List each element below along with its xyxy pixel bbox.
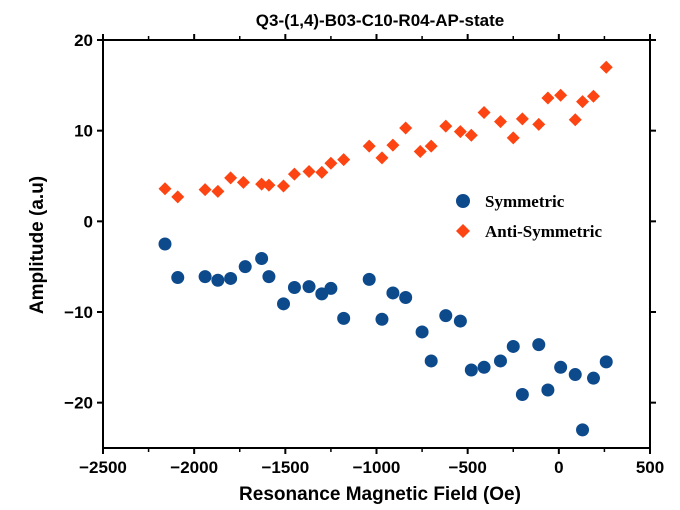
symmetric-point bbox=[541, 383, 555, 397]
anti-symmetric-point bbox=[158, 182, 172, 196]
y-axis-label: Amplitude (a.u) bbox=[27, 176, 48, 314]
anti-symmetric-point bbox=[302, 164, 316, 178]
anti-symmetric-point bbox=[413, 145, 427, 159]
anti-symmetric-point bbox=[324, 156, 338, 170]
chart-title: Q3-(1,4)-B03-C10-R04-AP-state bbox=[256, 11, 504, 30]
symmetric-point bbox=[424, 354, 438, 368]
symmetric-point bbox=[198, 270, 212, 284]
axis-ticks: −2500 −2000 −1500 −1000 −500 0 500 −20 −10 0 10 20 bbox=[64, 31, 664, 477]
anti-symmetric-point bbox=[506, 131, 520, 145]
anti-symmetric-point bbox=[277, 179, 291, 193]
anti-symmetric-point bbox=[224, 171, 238, 185]
legend: Symmetric Anti-Symmetric bbox=[456, 192, 603, 241]
symmetric-point bbox=[386, 286, 400, 300]
anti-symmetric-point bbox=[493, 115, 507, 129]
x-tick-label: −2500 bbox=[79, 458, 127, 477]
symmetric-point bbox=[362, 272, 376, 286]
symmetric-point bbox=[532, 338, 546, 352]
anti-symmetric-point bbox=[171, 190, 185, 204]
y-tick-label: 10 bbox=[74, 122, 93, 141]
symmetric-point bbox=[262, 270, 276, 284]
symmetric-point bbox=[375, 312, 389, 326]
anti-symmetric-point bbox=[198, 183, 212, 197]
anti-symmetric-point bbox=[515, 112, 529, 126]
symmetric-point bbox=[493, 354, 507, 368]
symmetric-point bbox=[599, 355, 613, 369]
x-tick-label: −1000 bbox=[353, 458, 401, 477]
anti-symmetric-point bbox=[337, 153, 351, 167]
x-axis-label: Resonance Magnetic Field (Oe) bbox=[239, 484, 521, 505]
x-tick-label: 500 bbox=[636, 458, 664, 477]
legend-label-anti-symmetric: Anti-Symmetric bbox=[485, 222, 603, 241]
symmetric-point bbox=[302, 280, 316, 294]
symmetric-point bbox=[506, 339, 520, 353]
anti-symmetric-point bbox=[576, 95, 590, 109]
symmetric-point bbox=[224, 271, 238, 285]
anti-symmetric-point bbox=[424, 139, 438, 153]
legend-marker-symmetric bbox=[456, 194, 470, 208]
symmetric-point bbox=[287, 281, 301, 295]
anti-symmetric-point bbox=[211, 184, 225, 198]
symmetric-point bbox=[158, 237, 172, 251]
anti-symmetric-point bbox=[236, 175, 250, 189]
anti-symmetric-point bbox=[541, 91, 555, 105]
anti-symmetric-point bbox=[464, 128, 478, 142]
symmetric-point bbox=[238, 260, 252, 274]
symmetric-point bbox=[464, 363, 478, 377]
y-tick-label: −10 bbox=[64, 303, 93, 322]
anti-symmetric-point bbox=[453, 125, 467, 139]
data-points bbox=[158, 60, 613, 437]
legend-marker-anti-symmetric bbox=[456, 224, 470, 238]
anti-symmetric-point bbox=[568, 113, 582, 127]
symmetric-point bbox=[171, 271, 185, 285]
symmetric-point bbox=[415, 325, 429, 339]
anti-symmetric-point bbox=[399, 121, 413, 135]
anti-symmetric-point bbox=[477, 106, 491, 120]
symmetric-point bbox=[399, 290, 413, 304]
x-tick-label: −1500 bbox=[261, 458, 309, 477]
y-tick-label: 0 bbox=[84, 212, 93, 231]
x-tick-label: −500 bbox=[449, 458, 487, 477]
anti-symmetric-point bbox=[375, 151, 389, 165]
y-tick-label: −20 bbox=[64, 394, 93, 413]
symmetric-point bbox=[453, 314, 467, 328]
anti-symmetric-point bbox=[599, 60, 613, 74]
x-tick-label: 0 bbox=[554, 458, 563, 477]
symmetric-point bbox=[477, 360, 491, 374]
symmetric-point bbox=[586, 371, 600, 385]
symmetric-point bbox=[515, 388, 529, 402]
y-tick-label: 20 bbox=[74, 31, 93, 50]
anti-symmetric-point bbox=[386, 138, 400, 152]
symmetric-point bbox=[576, 423, 590, 437]
legend-label-symmetric: Symmetric bbox=[485, 192, 565, 211]
anti-symmetric-point bbox=[554, 88, 568, 102]
anti-symmetric-point bbox=[532, 117, 546, 131]
anti-symmetric-point bbox=[262, 178, 276, 192]
anti-symmetric-point bbox=[439, 119, 453, 133]
symmetric-point bbox=[554, 360, 568, 374]
symmetric-point bbox=[337, 311, 351, 325]
anti-symmetric-point bbox=[287, 167, 301, 181]
symmetric-point bbox=[324, 281, 338, 295]
anti-symmetric-point bbox=[315, 165, 329, 179]
plot-frame bbox=[102, 39, 651, 449]
symmetric-point bbox=[255, 252, 269, 266]
x-tick-label: −2000 bbox=[170, 458, 218, 477]
symmetric-point bbox=[568, 368, 582, 382]
symmetric-point bbox=[211, 273, 225, 287]
symmetric-point bbox=[439, 309, 453, 323]
symmetric-point bbox=[277, 297, 291, 311]
anti-symmetric-point bbox=[362, 139, 376, 153]
anti-symmetric-point bbox=[586, 89, 600, 103]
